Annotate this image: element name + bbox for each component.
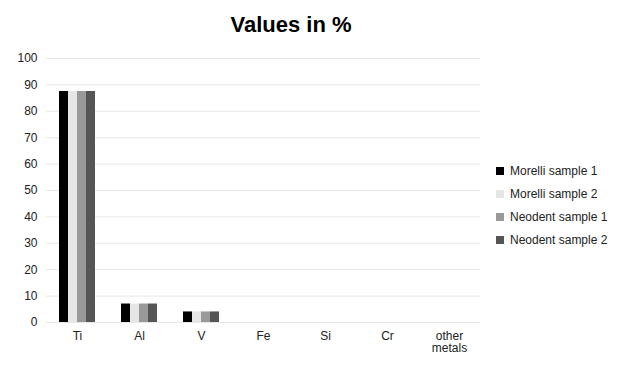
html-text:Values in %: Values in % <box>230 12 352 37</box>
svg-text:V: V <box>197 329 205 343</box>
svg-text:30: 30 <box>24 236 38 250</box>
svg-text:40: 40 <box>24 210 38 224</box>
svg-text:Cr: Cr <box>381 329 394 343</box>
html-text:Morelli sample 2: Morelli sample 2 <box>510 186 598 201</box>
svg-text:Si: Si <box>320 329 331 343</box>
svg-text:100: 100 <box>17 51 37 65</box>
svg-text:80: 80 <box>24 104 38 118</box>
svg-text:10: 10 <box>24 289 38 303</box>
svg-text:Fe: Fe <box>256 329 270 343</box>
html-text:Neodent sample 2: Neodent sample 2 <box>510 232 608 247</box>
html-text:Neodent sample 1: Neodent sample 1 <box>510 209 608 224</box>
svg-text:Al: Al <box>134 329 145 343</box>
html-text:Morelli sample 1: Morelli sample 1 <box>510 163 598 178</box>
svg-text:60: 60 <box>24 157 38 171</box>
svg-text:50: 50 <box>24 183 38 197</box>
svg-text:20: 20 <box>24 263 38 277</box>
svg-text:othermetals: othermetals <box>432 329 467 355</box>
svg-text:0: 0 <box>31 315 38 329</box>
svg-text:70: 70 <box>24 131 38 145</box>
svg-text:90: 90 <box>24 78 38 92</box>
svg-text:Ti: Ti <box>73 329 83 343</box>
